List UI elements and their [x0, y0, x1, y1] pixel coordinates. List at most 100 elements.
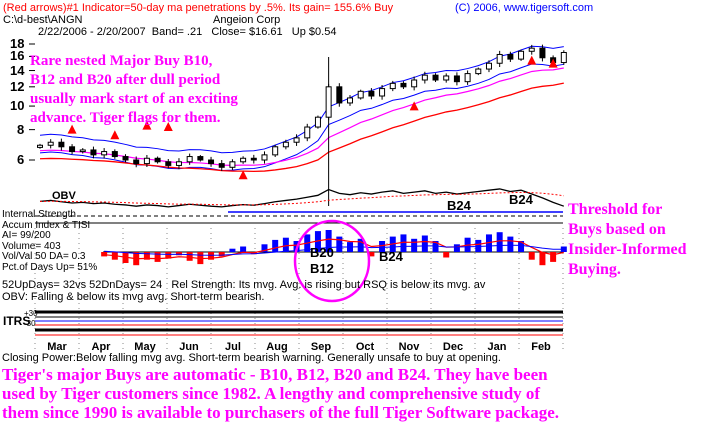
candle-body	[507, 53, 514, 60]
month-label-jun: Jun	[179, 341, 199, 353]
candle-body	[336, 86, 343, 104]
buy-arrow-icon	[409, 101, 419, 111]
candle-body	[261, 154, 268, 161]
accum-bar	[550, 252, 557, 262]
price-axis-label: 16	[10, 48, 25, 64]
accum-bar	[282, 237, 289, 252]
candle-body	[411, 79, 418, 88]
buy-signal-label-b24: B24	[379, 249, 403, 264]
accum-bar	[368, 252, 375, 257]
candle-body	[154, 157, 161, 163]
indicator-stat-label: Pct.of Days Up= 51%	[2, 261, 98, 273]
candle-body	[229, 161, 236, 168]
candle-body	[304, 126, 311, 139]
price-axis-label: 18	[10, 36, 25, 51]
accum-bar	[229, 248, 236, 252]
accum-bar	[528, 252, 535, 260]
accum-ma-line	[104, 244, 564, 256]
candle-body	[186, 156, 193, 163]
candle-body	[218, 163, 225, 168]
month-label-sep: Sep	[310, 341, 332, 353]
accum-bar	[443, 252, 450, 258]
accum-bar	[325, 230, 332, 252]
accum-bar	[357, 238, 364, 252]
buy-arrow-icon	[527, 55, 537, 65]
buy-arrow-icon	[548, 58, 558, 68]
candle-body	[475, 68, 482, 75]
date-range-stats: 2/22/2006 - 2/20/2007 Band= .21 Close= $…	[38, 26, 337, 38]
buy-arrow-icon	[67, 124, 77, 134]
candle-body	[357, 90, 364, 99]
accum-bar	[272, 239, 279, 252]
candle-body	[111, 151, 118, 158]
accum-bar	[208, 252, 215, 260]
candle-body	[389, 82, 396, 90]
candle-body	[485, 62, 492, 70]
month-label-mar: Mar	[47, 341, 67, 353]
price-axis-label: 8	[17, 121, 25, 137]
candle-body	[79, 149, 86, 153]
candle-body	[272, 146, 279, 156]
candle-body	[347, 97, 354, 104]
accum-bar	[507, 236, 514, 252]
indicator-stat-label: Volume= 403	[2, 240, 61, 252]
accum-bar	[496, 232, 503, 252]
accum-bar	[539, 252, 546, 266]
accum-bar	[379, 241, 386, 252]
company-name: Angeion Corp	[213, 14, 281, 26]
accum-bar	[518, 241, 525, 252]
accum-bar	[421, 235, 428, 252]
bottom-note: Tiger's major Buys are automatic - B10, …	[2, 365, 560, 422]
price-axis-label: 14	[10, 62, 25, 78]
candle-body	[368, 90, 375, 97]
price-axis-label: 12	[10, 78, 25, 94]
month-label-jul: Jul	[225, 341, 241, 353]
accum-bar	[336, 236, 343, 252]
month-label-jan: Jan	[487, 341, 507, 353]
candle-body	[379, 88, 386, 97]
buy-signal-label-b12: B12	[310, 261, 334, 276]
candle-body	[400, 82, 407, 88]
accum-bar	[314, 231, 321, 252]
candle-body	[240, 157, 247, 163]
indicator-stat-label: Accum Index & TISI	[2, 219, 91, 231]
candle-body	[518, 50, 525, 60]
candle-body	[208, 159, 215, 165]
closing-power-line: Closing Power:Below falling mvg avg. Sho…	[2, 352, 501, 364]
candle-body	[90, 149, 97, 156]
buy-arrow-icon	[142, 120, 152, 130]
candle-body	[250, 157, 257, 161]
highlight-ellipse	[293, 219, 371, 303]
candle-body	[421, 74, 428, 81]
candle-body	[122, 156, 129, 161]
candle-body	[143, 157, 150, 165]
candle-body	[453, 75, 460, 83]
accum-bar	[475, 239, 482, 252]
obv-status-line: OBV: Falling & below its mvg avg. Short-…	[2, 291, 265, 303]
price-axis-label: 10	[10, 98, 25, 114]
month-label-may: May	[134, 341, 156, 353]
buy-arrow-icon	[238, 170, 248, 180]
accum-bar	[143, 252, 150, 260]
itrs-lower-label: -30	[24, 319, 36, 328]
copyright-text: (C) 2006, www.tigersoft.com	[455, 2, 594, 14]
buy-signal-label-b20: B20	[310, 245, 334, 260]
candle-body	[560, 51, 567, 64]
month-label-apr: Apr	[91, 341, 111, 353]
accum-bar	[175, 252, 182, 256]
indicator-stats-block: Internal Strength Accum Index & TISI AI= 9…	[2, 209, 98, 273]
candle-body	[528, 47, 535, 52]
candle-body	[464, 73, 471, 83]
candle-body	[443, 75, 450, 81]
accum-bar	[240, 246, 247, 252]
threshold-note: Threshold for Buys based on Insider-Info…	[568, 201, 687, 278]
candle-body	[282, 141, 289, 148]
obv-line	[39, 188, 565, 208]
buy-signal-label-b24: B24	[447, 198, 471, 213]
indicator-stat-label: Vol/Val 50 DA= 0.3	[2, 251, 86, 262]
candle-body	[539, 47, 546, 59]
itrs-label: ITRS	[3, 314, 31, 328]
accum-bar	[165, 252, 172, 259]
month-label-oct: Oct	[355, 341, 375, 353]
